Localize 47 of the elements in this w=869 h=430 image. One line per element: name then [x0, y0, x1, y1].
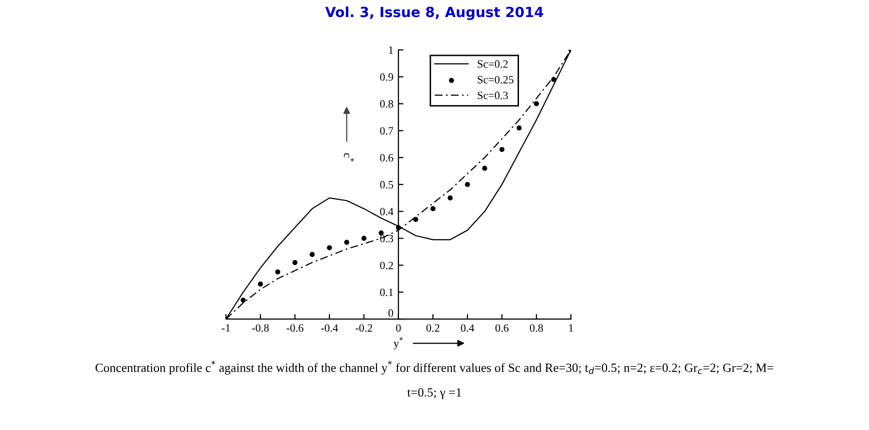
point [344, 240, 350, 245]
point [258, 282, 263, 287]
point [413, 216, 418, 222]
point [448, 195, 453, 200]
y-axis-title: c$^{*}$ [344, 153, 354, 162]
point [292, 260, 298, 266]
y-tick-label: 0.9 [380, 73, 394, 81]
x-tick-label: 0.6 [495, 324, 509, 332]
x-tick-label: 1 [569, 324, 574, 332]
x-tick-label: -1 [222, 324, 230, 332]
x-axis-title: y$^{*}$ [394, 337, 403, 350]
x-tick-label: -0.8 [252, 324, 269, 332]
x-tick-label: 0.2 [426, 324, 440, 332]
point [516, 125, 522, 130]
y-tick-label: 0.1 [380, 288, 393, 296]
point [275, 269, 280, 274]
x-tick-label: 0 [396, 324, 401, 332]
point [534, 101, 539, 106]
y-tick-label: 0.7 [380, 127, 394, 135]
text: Vol. 3, Issue 8, August 2014 [325, 6, 544, 20]
point [430, 206, 436, 212]
y-tick-label: 0.6 [380, 154, 394, 162]
text: t=0.5; γ =1 [407, 388, 462, 400]
legend-label: Sc=0.2 [478, 60, 508, 68]
x-tick-label: -0.2 [356, 324, 372, 332]
y-tick-label: 0 [388, 309, 394, 317]
y-tick-label: 0.2 [380, 262, 393, 270]
point [310, 252, 315, 257]
text: Concentration profile c$^{*}$ against the width of the channel y$^{*}$ for different values of Sc and Re=30; t$_{d}$=0.5; n=2; ε=0.2; Gr$_{c}$=2; Gr=2; M= [96, 360, 774, 375]
x-tick-label: 0.8 [530, 324, 543, 332]
x-tick-label: 0.4 [460, 324, 474, 332]
x-tick-label: -0.6 [286, 324, 304, 332]
legend-label: Sc=0.3 [478, 92, 508, 100]
point [240, 298, 246, 303]
y-tick-label: 1 [388, 46, 393, 54]
y-tick-label: 0.3 [380, 234, 394, 242]
legend-label: Sc=0.25 [478, 76, 514, 84]
y-tick-label: 0.5 [380, 180, 394, 188]
y-tick-label: 0.4 [380, 208, 394, 216]
x-tick-label: -0.4 [321, 324, 338, 332]
point [361, 236, 366, 241]
y-tick-label: 0.8 [380, 100, 394, 108]
point [464, 182, 470, 187]
point [482, 166, 488, 171]
point [499, 146, 504, 152]
point [326, 245, 332, 250]
point [551, 76, 556, 82]
